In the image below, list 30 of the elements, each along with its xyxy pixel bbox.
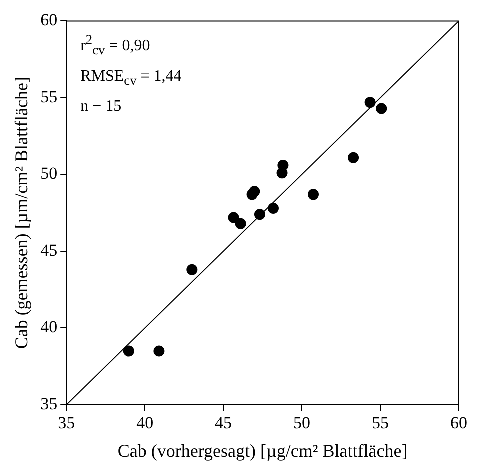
annotation: n − 15 [80,96,123,117]
point [228,212,240,224]
y-tick-label: 45 [40,240,58,260]
point [235,218,246,230]
point [254,209,266,220]
y-tick-label: 35 [40,394,58,414]
point [123,346,134,357]
x-tick-label: 50 [294,414,311,433]
point [348,152,360,164]
x-tick-label: 60 [450,414,468,433]
x-axis-title: Cab (vorhergesagt) [µg/cm² Blattfläche] [118,440,408,461]
annotation: RMSE$_{cv}$ = 1,44 [80,66,182,90]
point [268,202,279,214]
x-tick-label: 45 [215,414,232,433]
x-tick-label: 40 [136,414,154,433]
point [308,189,319,200]
point [154,346,165,357]
point [364,97,376,108]
annotation: r$^{2}$$_{cv}$ = 0,90 [80,31,152,60]
y-axis-title: Cab (gemessen) [µm/cm² Blattfläche] [12,77,32,350]
x-tick-label: 35 [58,414,76,433]
point [186,264,198,276]
x-tick-label: 55 [372,414,390,433]
y-tick-label: 55 [40,87,58,106]
point [278,160,289,172]
y-tick-label: 50 [40,164,58,184]
point [249,186,260,198]
y-tick-label: 60 [40,10,58,30]
point [376,103,388,114]
y-tick-label: 40 [40,318,58,337]
